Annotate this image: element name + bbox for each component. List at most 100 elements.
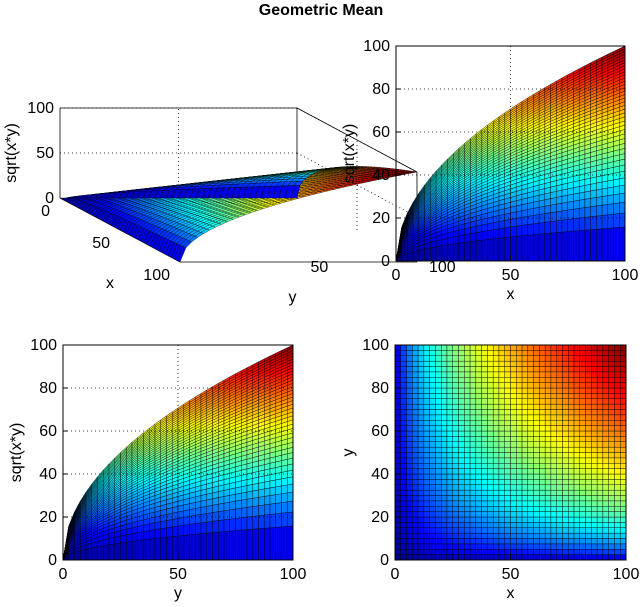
heatmap-cell bbox=[394, 527, 401, 534]
heatmap-cell bbox=[406, 516, 413, 523]
gridline bbox=[296, 107, 418, 173]
x-tick-label: 100 bbox=[143, 267, 170, 284]
surface-patch bbox=[235, 517, 242, 531]
surface-patch bbox=[521, 224, 528, 237]
surface-patch bbox=[264, 514, 271, 529]
surface-patch bbox=[189, 523, 196, 536]
heatmap-cell bbox=[400, 344, 407, 351]
surface-patch bbox=[533, 222, 540, 235]
heatmap-cell bbox=[400, 527, 407, 534]
heatmap-cell bbox=[400, 495, 407, 502]
surface-patch bbox=[561, 209, 568, 221]
surface-patch bbox=[619, 192, 626, 204]
surface-patch bbox=[504, 219, 511, 229]
surface-patch bbox=[573, 217, 580, 232]
surface-patch bbox=[567, 200, 574, 211]
surface-patch bbox=[590, 205, 597, 217]
surface-patch bbox=[246, 516, 253, 530]
heatmap-cell bbox=[406, 457, 413, 464]
y-tick-label: 100 bbox=[30, 337, 57, 354]
surface-patch bbox=[430, 246, 437, 262]
surface-patch bbox=[235, 529, 242, 561]
heatmap-cell bbox=[394, 538, 401, 545]
surface-patch bbox=[126, 533, 133, 543]
heatmap-cell bbox=[406, 506, 413, 512]
surface-patch bbox=[607, 179, 614, 189]
surface-patch bbox=[573, 199, 580, 210]
surface-patch bbox=[269, 494, 276, 505]
surface-patch bbox=[137, 539, 144, 561]
surface-patch bbox=[590, 228, 597, 262]
surface-patch bbox=[166, 536, 173, 561]
surface-patch bbox=[258, 504, 265, 516]
surface-patch bbox=[556, 219, 563, 233]
surface-patch bbox=[264, 527, 271, 561]
heatmap-cell bbox=[394, 377, 401, 383]
surface-patch bbox=[590, 182, 597, 192]
heatmap-cell bbox=[394, 543, 401, 550]
heatmap-cell bbox=[400, 441, 407, 448]
surface-patch bbox=[275, 485, 282, 495]
heatmap-cell bbox=[400, 398, 407, 405]
y-tick-label: 40 bbox=[39, 466, 57, 483]
y-tick-label: 60 bbox=[372, 124, 390, 141]
heatmap-cell bbox=[394, 360, 401, 367]
surface-patch bbox=[584, 206, 591, 218]
surface-patch bbox=[538, 213, 546, 224]
surface-patch bbox=[613, 185, 620, 195]
surface-patch bbox=[498, 227, 505, 239]
heatmap-cell bbox=[400, 436, 407, 442]
surface-patch bbox=[241, 529, 248, 561]
surface-patch bbox=[584, 229, 591, 262]
heatmap-cell bbox=[400, 473, 407, 480]
surface-patch bbox=[579, 229, 586, 262]
surface-patch bbox=[281, 484, 288, 494]
z-tick-label: 100 bbox=[27, 100, 54, 117]
surface-patch bbox=[538, 222, 546, 235]
surface-patch bbox=[166, 519, 173, 528]
x-axis-label: x bbox=[106, 275, 114, 292]
surface-patch bbox=[269, 479, 276, 489]
y-tick-label: 0 bbox=[381, 253, 390, 270]
surface-patch bbox=[590, 189, 597, 199]
surface-patch bbox=[458, 242, 465, 262]
surface-patch bbox=[601, 214, 609, 229]
surface-patch bbox=[269, 486, 276, 496]
surface-patch bbox=[264, 495, 271, 506]
surface-patch bbox=[584, 216, 591, 231]
surface-patch bbox=[533, 214, 540, 224]
heatmap-cell bbox=[406, 452, 413, 459]
surface-patch bbox=[206, 521, 213, 534]
y-tick-label: 0 bbox=[48, 552, 57, 569]
heatmap-cell bbox=[400, 371, 407, 378]
surface-patch bbox=[504, 226, 511, 238]
surface-patch bbox=[252, 528, 259, 561]
heatmap-cell bbox=[406, 463, 413, 469]
heatmap-cell bbox=[406, 403, 413, 410]
surface-patch bbox=[504, 236, 511, 262]
heatmap-cell bbox=[406, 479, 413, 485]
surface-patch bbox=[550, 203, 557, 213]
heatmap-cell bbox=[394, 398, 401, 405]
heatmap-cell bbox=[394, 457, 401, 464]
x-tick-label: 50 bbox=[169, 566, 187, 583]
heatmap-cell bbox=[400, 360, 407, 367]
surface-patch bbox=[613, 178, 620, 188]
surface-patch bbox=[172, 525, 179, 537]
surface-patch bbox=[596, 228, 603, 262]
surface-patch bbox=[510, 236, 517, 262]
surface-patch bbox=[287, 525, 294, 561]
heatmap-cell bbox=[406, 446, 413, 453]
surface-patch bbox=[481, 239, 488, 262]
heatmap-cell bbox=[400, 382, 407, 389]
heatmap-cell bbox=[406, 414, 413, 421]
surface-patch bbox=[218, 510, 225, 521]
heatmap-cell bbox=[400, 393, 407, 399]
x-tick-label: 100 bbox=[612, 267, 639, 284]
heatmap-cell bbox=[394, 387, 401, 394]
surface-patch bbox=[275, 526, 282, 561]
surface-patch bbox=[166, 526, 173, 538]
heatmap-cell bbox=[406, 473, 413, 480]
